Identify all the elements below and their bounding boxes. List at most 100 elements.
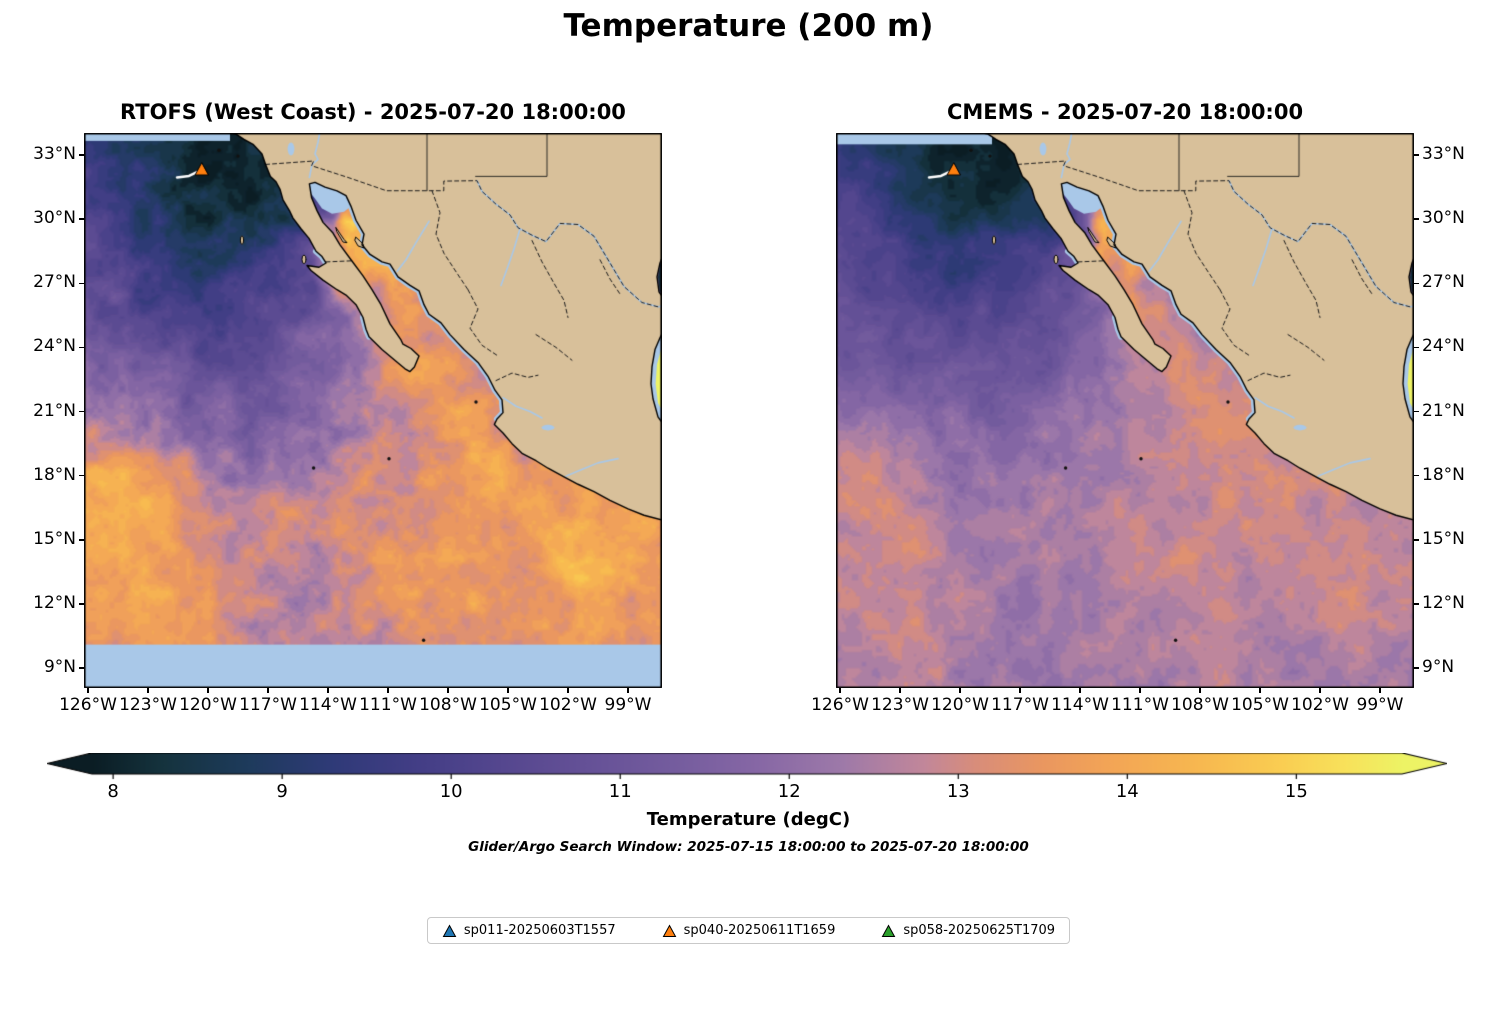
colorbar bbox=[47, 753, 1447, 780]
lon-tick-mark bbox=[1199, 688, 1201, 693]
lon-tick-mark bbox=[387, 688, 389, 693]
lat-tick-label: 9°N bbox=[1422, 657, 1455, 678]
lat-tick-label: 21°N bbox=[33, 400, 76, 421]
lon-tick-mark bbox=[1019, 688, 1021, 693]
lon-tick-label: 108°W bbox=[1171, 695, 1229, 715]
lon-tick-label: 111°W bbox=[359, 695, 417, 715]
lat-tick-mark bbox=[1414, 410, 1419, 413]
lon-tick-label: 117°W bbox=[239, 695, 297, 715]
lon-tick-label: 117°W bbox=[991, 695, 1049, 715]
lat-tick-mark bbox=[1414, 282, 1419, 285]
lat-tick-label: 18°N bbox=[1422, 464, 1465, 485]
lat-tick-label: 15°N bbox=[33, 528, 76, 549]
lat-tick-label: 9°N bbox=[43, 657, 76, 678]
lat-tick-mark bbox=[79, 539, 84, 541]
panel-title-rtofs: RTOFS (West Coast) - 2025-07-20 18:00:00 bbox=[120, 100, 626, 124]
search-window-note: Glider/Argo Search Window: 2025-07-15 18… bbox=[468, 839, 1029, 855]
lat-tick-label: 18°N bbox=[33, 464, 76, 485]
lon-tick-mark bbox=[147, 688, 149, 693]
lon-tick-label: 108°W bbox=[419, 695, 477, 715]
colorbar-tick-label: 9 bbox=[276, 781, 288, 802]
lon-tick-mark bbox=[1319, 688, 1321, 693]
legend-item-label: sp058-20250625T1709 bbox=[903, 923, 1056, 938]
glider-triangle-icon bbox=[442, 923, 457, 937]
lon-tick-label: 102°W bbox=[539, 695, 597, 715]
lat-tick-label: 12°N bbox=[1422, 592, 1465, 613]
lat-tick-mark bbox=[1414, 539, 1419, 541]
lon-tick-label: 123°W bbox=[871, 695, 929, 715]
figure-title: Temperature (200 m) bbox=[563, 8, 934, 44]
legend-wrap: sp011-20250603T1557 sp040-20250611T1659 sp… bbox=[0, 917, 1497, 944]
lat-tick-mark bbox=[79, 282, 84, 285]
lon-tick-label: 105°W bbox=[1231, 695, 1289, 715]
colorbar-tick-label: 11 bbox=[608, 781, 632, 802]
lat-tick-label: 24°N bbox=[1422, 336, 1465, 357]
lon-tick-mark bbox=[207, 688, 209, 693]
lat-tick-label: 12°N bbox=[33, 592, 76, 613]
legend-item-sp040: sp040-20250611T1659 bbox=[662, 923, 836, 938]
lon-tick-label: 114°W bbox=[299, 695, 357, 715]
lat-tick-label: 24°N bbox=[33, 336, 76, 357]
panel-title-cmems: CMEMS - 2025-07-20 18:00:00 bbox=[946, 100, 1304, 124]
lon-tick-mark bbox=[327, 688, 329, 693]
lon-tick-mark bbox=[839, 688, 841, 693]
lon-tick-label: 120°W bbox=[179, 695, 237, 715]
lon-tick-mark bbox=[959, 688, 961, 693]
lat-tick-label: 30°N bbox=[1422, 208, 1465, 229]
lat-tick-mark bbox=[1414, 474, 1419, 477]
lon-tick-label: 126°W bbox=[811, 695, 869, 715]
lat-tick-mark bbox=[79, 410, 84, 413]
lon-tick-mark bbox=[267, 688, 269, 693]
lat-tick-mark bbox=[1414, 154, 1419, 156]
lon-tick-label: 114°W bbox=[1051, 695, 1109, 715]
lat-tick-label: 27°N bbox=[33, 272, 76, 293]
lat-tick-mark bbox=[1414, 218, 1419, 220]
colorbar-tick-label: 15 bbox=[1284, 781, 1308, 802]
lat-tick-mark bbox=[79, 346, 84, 349]
lat-tick-mark bbox=[79, 667, 84, 669]
glider-legend: sp011-20250603T1557 sp040-20250611T1659 sp… bbox=[426, 917, 1071, 944]
lat-tick-label: 33°N bbox=[1422, 144, 1465, 165]
lon-tick-label: 102°W bbox=[1291, 695, 1349, 715]
lat-tick-label: 27°N bbox=[1422, 272, 1465, 293]
legend-item-label: sp011-20250603T1557 bbox=[463, 923, 616, 938]
legend-item-sp058: sp058-20250625T1709 bbox=[881, 923, 1055, 938]
lat-tick-mark bbox=[1414, 346, 1419, 349]
glider-triangle-icon bbox=[882, 923, 896, 937]
colorbar-tick-label: 14 bbox=[1115, 781, 1139, 802]
lon-tick-mark bbox=[899, 688, 901, 693]
lon-tick-mark bbox=[1259, 688, 1261, 693]
lat-tick-label: 15°N bbox=[1422, 528, 1465, 549]
colorbar-tick-label: 12 bbox=[777, 781, 801, 802]
lon-tick-label: 126°W bbox=[59, 695, 117, 715]
lon-tick-mark bbox=[567, 688, 569, 693]
lat-tick-label: 30°N bbox=[33, 208, 76, 229]
lat-tick-mark bbox=[79, 603, 84, 605]
lon-tick-label: 99°W bbox=[604, 695, 652, 715]
legend-item-sp011: sp011-20250603T1557 bbox=[442, 923, 616, 938]
lon-tick-mark bbox=[507, 688, 509, 693]
lon-tick-label: 123°W bbox=[119, 695, 177, 715]
lat-tick-label: 21°N bbox=[1422, 400, 1465, 421]
lon-tick-mark bbox=[627, 688, 629, 693]
lon-tick-mark bbox=[1379, 688, 1381, 693]
lat-tick-mark bbox=[79, 474, 84, 477]
colorbar-label: Temperature (degC) bbox=[646, 809, 851, 830]
colorbar-tick-label: 8 bbox=[107, 781, 119, 802]
legend-item-label: sp040-20250611T1659 bbox=[683, 923, 836, 938]
lon-tick-label: 120°W bbox=[931, 695, 989, 715]
lat-tick-mark bbox=[79, 154, 84, 156]
rtofs-temperature-map bbox=[84, 133, 662, 688]
lon-tick-mark bbox=[1079, 688, 1081, 693]
lon-tick-mark bbox=[447, 688, 449, 693]
lon-tick-label: 105°W bbox=[479, 695, 537, 715]
lat-tick-mark bbox=[1414, 603, 1419, 605]
lon-tick-label: 99°W bbox=[1356, 695, 1404, 715]
lat-tick-mark bbox=[79, 218, 84, 220]
lon-tick-label: 111°W bbox=[1111, 695, 1169, 715]
lat-tick-mark bbox=[1414, 667, 1419, 669]
lon-tick-mark bbox=[1139, 688, 1141, 693]
glider-triangle-icon bbox=[662, 923, 676, 937]
colorbar-tick-label: 10 bbox=[439, 781, 463, 802]
